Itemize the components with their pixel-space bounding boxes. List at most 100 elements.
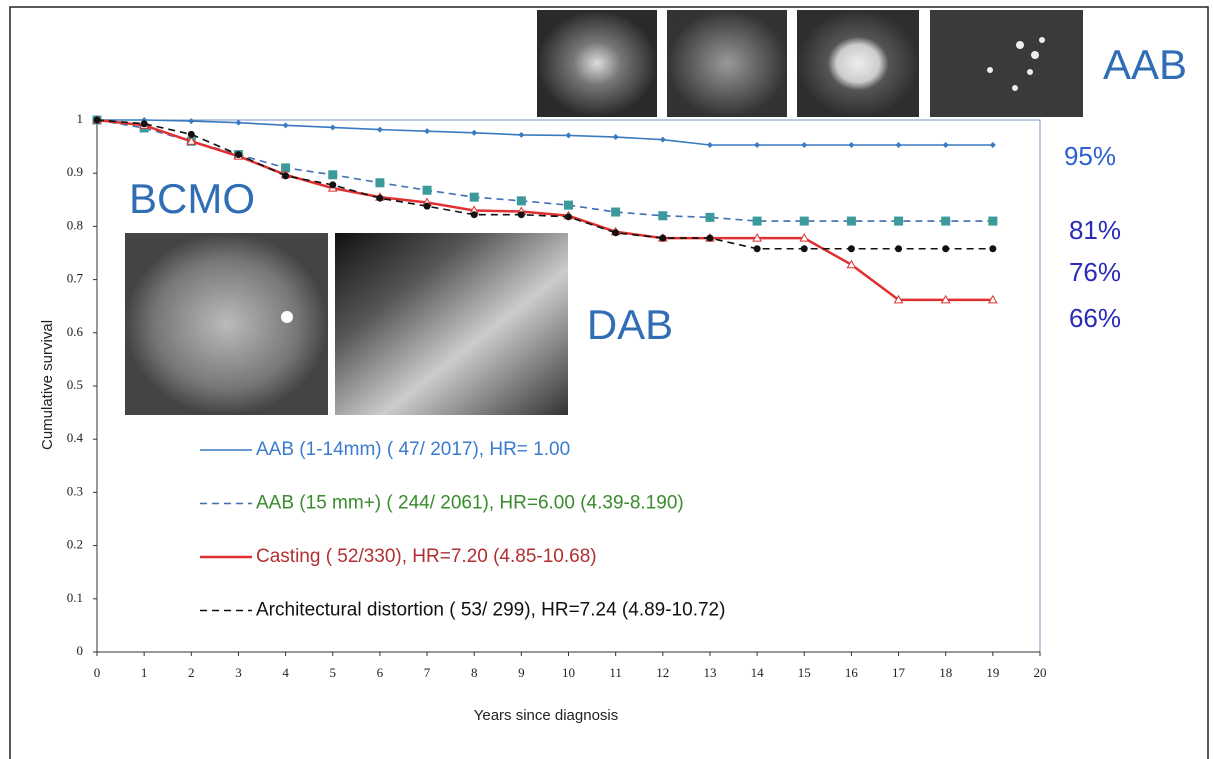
marker [235, 120, 241, 126]
marker [800, 217, 809, 226]
marker [330, 124, 336, 130]
marker [707, 142, 713, 148]
marker [613, 134, 619, 140]
x-tick-label: 15 [798, 665, 811, 680]
marker [848, 142, 854, 148]
x-tick-label: 9 [518, 665, 525, 680]
marker [235, 151, 242, 158]
y-tick-label: 0.9 [67, 164, 83, 179]
marker [988, 217, 997, 226]
marker [894, 217, 903, 226]
y-tick-label: 0.4 [67, 430, 84, 445]
x-tick-label: 19 [986, 665, 999, 680]
marker [376, 195, 383, 202]
marker [470, 193, 479, 202]
marker [283, 122, 289, 128]
y-tick-label: 0.3 [67, 483, 83, 498]
marker [847, 217, 856, 226]
image [335, 233, 568, 415]
image [667, 10, 787, 117]
marker [658, 211, 667, 220]
y-tick-label: 0.5 [67, 377, 83, 392]
image [125, 233, 328, 415]
legend-label: AAB (15 mm+) ( 244/ 2061), HR=6.00 (4.39… [256, 493, 684, 514]
marker [375, 178, 384, 187]
x-tick-label: 18 [939, 665, 952, 680]
marker [564, 201, 573, 210]
x-tick-label: 8 [471, 665, 478, 680]
marker [705, 213, 714, 222]
marker [659, 235, 666, 242]
y-tick-label: 1 [77, 111, 84, 126]
annotation: 95% [1064, 141, 1116, 171]
marker [801, 142, 807, 148]
marker [471, 130, 477, 136]
marker [754, 142, 760, 148]
x-tick-label: 16 [845, 665, 859, 680]
marker [566, 132, 572, 138]
marker [471, 211, 478, 218]
x-tick-label: 3 [235, 665, 242, 680]
x-tick-label: 6 [377, 665, 384, 680]
x-tick-label: 12 [656, 665, 669, 680]
x-tick-label: 5 [330, 665, 337, 680]
marker [990, 142, 996, 148]
legend-label: Casting ( 52/330), HR=7.20 (4.85-10.68) [256, 546, 597, 567]
marker [94, 117, 101, 124]
marker [188, 131, 195, 138]
x-tick-label: 13 [703, 665, 716, 680]
marker [518, 211, 525, 218]
marker [943, 142, 949, 148]
marker [188, 118, 194, 124]
marker [424, 203, 431, 210]
y-axis-label: Cumulative survival [39, 320, 56, 450]
x-tick-label: 10 [562, 665, 575, 680]
marker [611, 208, 620, 217]
y-tick-label: 0.7 [67, 271, 84, 286]
marker [941, 217, 950, 226]
marker [754, 245, 761, 252]
x-tick-label: 17 [892, 665, 906, 680]
annotation: 81% [1069, 215, 1121, 245]
marker [423, 186, 432, 195]
marker [942, 245, 949, 252]
marker [329, 181, 336, 188]
marker [848, 245, 855, 252]
series-line [97, 120, 993, 145]
image [797, 10, 919, 117]
marker [141, 120, 148, 127]
marker [282, 172, 289, 179]
image-marker [281, 311, 293, 323]
x-tick-label: 20 [1034, 665, 1047, 680]
marker [801, 245, 808, 252]
y-tick-label: 0.6 [67, 324, 84, 339]
x-tick-label: 14 [751, 665, 765, 680]
marker [565, 213, 572, 220]
y-tick-label: 0.8 [67, 217, 83, 232]
y-tick-label: 0.2 [67, 537, 83, 552]
marker [706, 235, 713, 242]
legend-label: Architectural distortion ( 53/ 299), HR=… [256, 600, 725, 621]
marker [612, 229, 619, 236]
annotation: 76% [1069, 257, 1121, 287]
x-tick-label: 1 [141, 665, 148, 680]
marker [895, 245, 902, 252]
y-tick-label: 0.1 [67, 590, 83, 605]
x-tick-label: 11 [609, 665, 622, 680]
annotation: DAB [587, 301, 673, 348]
x-tick-label: 0 [94, 665, 101, 680]
marker [328, 170, 337, 179]
chart: Years since diagnosis Cumulative surviva… [0, 0, 1214, 759]
x-tick-label: 4 [282, 665, 289, 680]
image [930, 10, 1083, 117]
marker [517, 196, 526, 205]
x-tick-label: 2 [188, 665, 195, 680]
marker [377, 127, 383, 133]
marker [518, 132, 524, 138]
marker [989, 245, 996, 252]
image [537, 10, 657, 117]
x-axis-label: Years since diagnosis [474, 707, 619, 724]
legend-label: AAB (1-14mm) ( 47/ 2017), HR= 1.00 [256, 439, 570, 460]
images [125, 10, 1083, 415]
annotation: 66% [1069, 303, 1121, 333]
